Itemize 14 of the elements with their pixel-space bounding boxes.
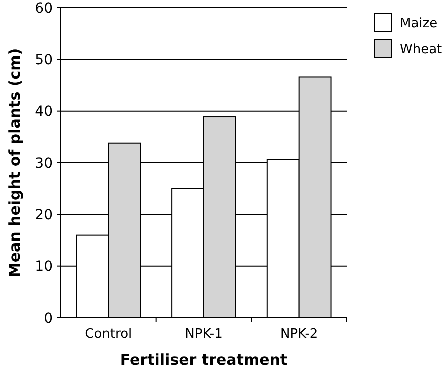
- y-tick-label: 30: [35, 156, 53, 172]
- x-axis-title: Fertiliser treatment: [120, 351, 288, 369]
- x-tick-label: NPK-1: [185, 327, 223, 342]
- x-tick-label: NPK-2: [280, 327, 318, 342]
- y-axis-title: Mean height of plants (cm): [6, 48, 24, 278]
- y-tick-label: 50: [35, 52, 53, 69]
- legend-label: Maize: [400, 16, 438, 32]
- y-tick-label: 20: [35, 208, 53, 224]
- x-tick-label: Control: [85, 327, 132, 342]
- y-tick-label: 10: [35, 259, 53, 276]
- legend-label: Wheat: [400, 42, 442, 58]
- y-tick-label: 60: [35, 0, 53, 17]
- y-tick-label: 40: [35, 104, 53, 120]
- y-tick-label: 0: [44, 310, 53, 327]
